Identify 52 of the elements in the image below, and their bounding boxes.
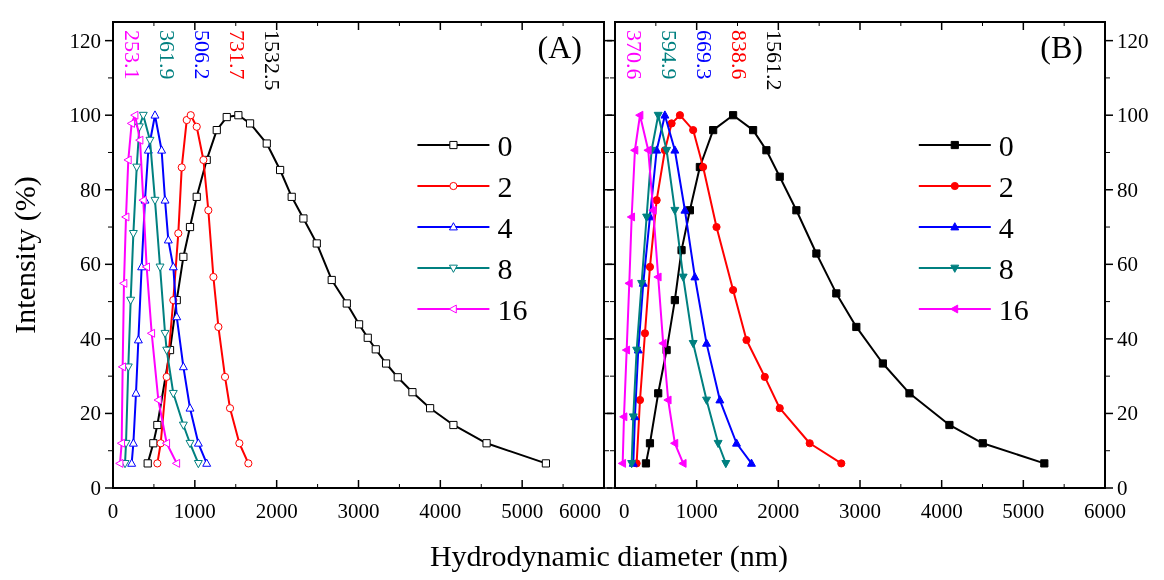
x-tick-label: 0	[107, 499, 119, 523]
annotation: 731.7	[225, 30, 250, 80]
y-tick-label: 40	[80, 326, 101, 351]
chart-title: (B)	[1040, 29, 1083, 65]
x-tick-label: 6000	[1084, 499, 1126, 523]
legend-label: 2	[497, 170, 513, 204]
annotation: 361.9	[155, 30, 180, 80]
y2-tick-label: 0	[1117, 476, 1128, 500]
y-tick-label: 0	[90, 476, 101, 500]
x-tick-label: 4000	[419, 499, 462, 523]
x-tick-label: 3000	[839, 499, 881, 523]
annotation: 506.2	[190, 30, 215, 80]
x-tick-label: 5000	[501, 499, 544, 523]
legend-label: 0	[998, 129, 1014, 163]
y2-tick-label: 20	[1117, 401, 1138, 426]
y2-tick-label: 120	[1117, 28, 1149, 53]
annotation: 669.3	[692, 30, 717, 80]
y-axis-title: Intensity (%)	[8, 176, 42, 334]
legend-label: 8	[497, 252, 513, 286]
y2-tick-label: 100	[1117, 103, 1149, 128]
x-tick-label: 5000	[1002, 499, 1045, 523]
legend-label: 8	[998, 252, 1014, 286]
annotation: 838.6	[727, 30, 752, 80]
x-tick-label: 1000	[173, 499, 216, 523]
y-tick-label: 80	[80, 177, 101, 202]
y2-tick-label: 40	[1117, 326, 1138, 351]
annotation: 1532.5	[260, 30, 285, 91]
x-tick-label: 1000	[675, 499, 718, 523]
annotation: 1561.2	[762, 30, 787, 91]
legend-label: 2	[998, 170, 1014, 204]
annotation: 253.1	[120, 30, 145, 80]
y-tick-label: 100	[69, 103, 101, 128]
x-tick-label: 0	[619, 499, 630, 523]
x-tick-label: 3000	[337, 499, 380, 523]
legend-label: 4	[497, 211, 513, 245]
chart-title: (A)	[537, 29, 582, 65]
legend-label: 16	[497, 293, 528, 327]
x-axis-title: Hydrodynamic diameter (nm)	[429, 539, 789, 573]
x-tick-label: 2000	[757, 499, 800, 523]
y-tick-label: 60	[80, 252, 101, 277]
legend-label: 4	[998, 211, 1014, 245]
legend-label: 0	[497, 129, 513, 163]
y-tick-label: 20	[80, 401, 101, 426]
x-tick-label: 6000	[559, 499, 601, 523]
x-tick-label: 2000	[255, 499, 298, 523]
x-tick-label: 4000	[920, 499, 963, 523]
legend-label: 16	[998, 293, 1029, 327]
annotation: 370.6	[622, 30, 647, 80]
y2-tick-label: 80	[1117, 177, 1138, 202]
y-tick-label: 120	[69, 28, 101, 53]
y2-tick-label: 60	[1117, 252, 1138, 277]
annotation: 594.9	[657, 30, 682, 80]
